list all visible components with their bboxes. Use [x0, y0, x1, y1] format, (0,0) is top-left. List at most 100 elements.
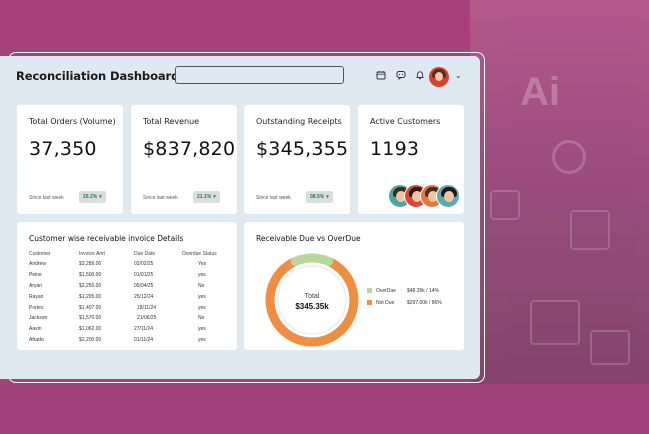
table-row[interactable]: Afrado $2,200.00 01/11/24 yes [29, 335, 237, 346]
donut-chart: Total $345.35k [265, 253, 359, 347]
invoice-table-card: Customer wise receivable invoice Details… [17, 222, 237, 350]
card-title: Receivable Due vs OverDue [256, 234, 361, 243]
cell-overdue: yes [198, 293, 206, 300]
stat-value: 37,350 [29, 138, 97, 160]
table-row[interactable]: Portex $1,407.00 18/11/24 yes [29, 302, 237, 313]
bell-icon[interactable] [415, 70, 425, 80]
table-row[interactable]: Aavin $1,062.00 27/11/24 yes [29, 324, 237, 335]
table-row[interactable]: Rayan $1,205.00 25/12/24 yes [29, 291, 237, 302]
cell-due-date: 05/04/25 [134, 282, 154, 289]
trend-arrow-icon: ▾ [326, 194, 329, 200]
donut-inner [277, 265, 347, 335]
invoice-table: Customer Invoice Amt Due Date Overdue St… [29, 249, 237, 345]
cell-overdue: yes [198, 304, 206, 311]
cell-customer: Aryan [29, 282, 43, 289]
cell-due-date: 02/02/25 [134, 261, 154, 268]
since-label: Since last week [143, 195, 178, 201]
cell-customer: Rayan [29, 293, 44, 300]
trend-arrow-icon: ▾ [213, 194, 216, 200]
legend-item-not-due: Not Due $297.00k / 86% [367, 300, 442, 306]
cell-due-date: 18/11/24 [137, 304, 157, 311]
cell-overdue: Yes [198, 261, 207, 268]
background-photo: Ai [470, 0, 649, 434]
cell-overdue: No [198, 282, 205, 289]
legend-item-overdue: OverDue $48.35k / 14% [367, 288, 439, 294]
stat-card-outstanding: Outstanding Receipts $345,355 Since last… [244, 105, 350, 214]
column-header: Overdue Status [182, 251, 217, 257]
stat-label: Active Customers [370, 117, 441, 126]
cell-amount: $1,500.00 [79, 272, 102, 279]
stat-card-revenue: Total Revenue $837,820 Since last week 2… [131, 105, 237, 214]
cell-due-date: 01/11/24 [134, 336, 154, 343]
since-label: Since last week [29, 195, 64, 201]
donut-slice-overdue [290, 253, 334, 266]
background-bottom [0, 384, 649, 434]
column-header: Due Date [134, 251, 156, 257]
stat-value: 1193 [370, 138, 420, 160]
legend-name: Not Due [376, 300, 395, 306]
tile-graphic-icon [570, 210, 610, 250]
status-badge: 21.1% ▾ [193, 191, 220, 203]
calendar-icon[interactable] [376, 70, 386, 80]
cell-overdue: yes [198, 326, 206, 333]
legend-name: OverDue [376, 288, 397, 294]
stat-card-orders: Total Orders (Volume) 37,350 Since last … [17, 105, 123, 214]
cell-overdue: No [198, 315, 205, 322]
gear-graphic-icon [552, 140, 586, 174]
stat-value: $837,820 [143, 138, 236, 160]
cell-due-date: 25/12/24 [134, 293, 154, 300]
avatar [436, 184, 460, 208]
chat-icon[interactable] [396, 70, 406, 81]
cell-overdue: yes [198, 336, 206, 343]
stat-label: Outstanding Receipts [256, 117, 342, 126]
cell-amount: $1,407.00 [79, 304, 102, 311]
chevron-down-icon[interactable]: ⌄ [455, 71, 462, 80]
stat-card-customers: Active Customers 1193 [358, 105, 464, 214]
cell-customer: Andrew [29, 261, 46, 268]
status-badge: 08.5% ▾ [306, 191, 333, 203]
legend-value: $297.00k / 86% [407, 300, 442, 306]
cell-due-date: 01/01/25 [134, 272, 154, 279]
receivable-card: Receivable Due vs OverDue Total $345.35k… [244, 222, 464, 350]
cell-customer: Portex [29, 304, 44, 311]
table-title: Customer wise receivable invoice Details [29, 234, 184, 243]
cell-amount: $2,200.00 [79, 336, 102, 343]
cell-customer: Jackson [29, 315, 48, 322]
tile-graphic-icon [490, 190, 520, 220]
ai-graphic-icon: Ai [520, 70, 560, 114]
cell-due-date: 27/11/24 [134, 326, 154, 333]
stat-value: $345,355 [256, 138, 349, 160]
legend-swatch [367, 300, 372, 306]
tile-graphic-icon [590, 330, 630, 365]
cell-amount: $1,205.00 [79, 293, 102, 300]
dashboard-panel: Reconciliation Dashboard ⌄ Total Orders … [0, 56, 480, 379]
legend-swatch [367, 288, 372, 294]
status-badge: 20.2% ▾ [79, 191, 106, 203]
search-input[interactable] [175, 66, 344, 84]
cell-customer: Aavin [29, 326, 42, 333]
donut-center-label: Total [305, 293, 320, 300]
table-row[interactable]: Jackson $1,570.00 21/06/25 No [29, 313, 237, 324]
cell-customer: Afrado [29, 336, 44, 343]
tile-graphic-icon [530, 300, 580, 345]
cell-customer: Peine [29, 272, 42, 279]
legend-value: $48.35k / 14% [407, 288, 439, 294]
cell-amount: $1,570.00 [79, 315, 102, 322]
since-label: Since last week [256, 195, 291, 201]
avatar[interactable] [429, 67, 449, 87]
column-header: Customer [29, 251, 51, 257]
page-title: Reconciliation Dashboard [16, 69, 180, 83]
column-header: Invoice Amt [79, 251, 105, 257]
table-row[interactable]: Aryan $2,250.00 05/04/25 No [29, 281, 237, 292]
cell-amount: $3,289.00 [79, 261, 102, 268]
cell-due-date: 21/06/25 [137, 315, 157, 322]
table-header-row: Customer Invoice Amt Due Date Overdue St… [29, 249, 237, 259]
stat-label: Total Orders (Volume) [29, 117, 116, 126]
trend-arrow-icon: ▾ [99, 194, 102, 200]
donut-center-value: $345.35k [295, 302, 329, 311]
stat-label: Total Revenue [143, 117, 200, 126]
table-row[interactable]: Andrew $3,289.00 02/02/25 Yes [29, 259, 237, 270]
cell-amount: $1,062.00 [79, 326, 102, 333]
cell-overdue: yes [198, 272, 206, 279]
table-row[interactable]: Peine $1,500.00 01/01/25 yes [29, 270, 237, 281]
